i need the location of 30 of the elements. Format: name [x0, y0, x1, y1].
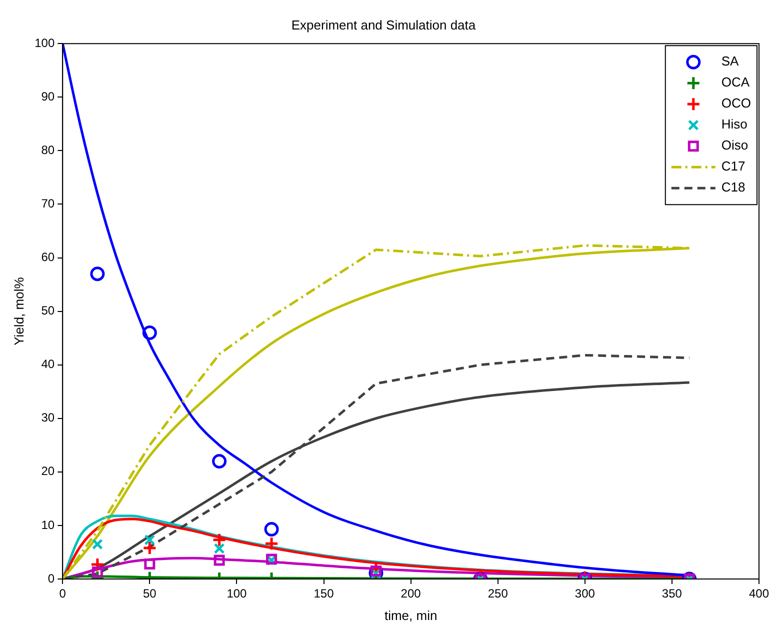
x-tick-label: 0	[59, 586, 66, 601]
y-tick-label: 80	[41, 142, 55, 157]
chart-title: Experiment and Simulation data	[291, 17, 476, 32]
y-tick-label: 50	[41, 304, 55, 318]
y-tick-label: 100	[34, 36, 55, 50]
y-tick-label: 0	[48, 571, 55, 586]
legend-label: C18	[721, 180, 746, 195]
y-tick-label: 40	[41, 357, 55, 372]
legend-label: SA	[721, 54, 740, 69]
x-tick-label: 150	[314, 586, 334, 601]
legend-label: OCA	[721, 74, 750, 90]
legend-label: Hiso	[721, 116, 748, 132]
legend-label: OCO	[721, 96, 752, 111]
y-tick-label: 10	[41, 518, 55, 532]
x-tick-label: 100	[226, 586, 248, 601]
legend-label: C17	[721, 158, 746, 174]
x-tick-label: 50	[142, 586, 157, 601]
legend-label: Oiso	[721, 138, 748, 153]
x-tick-label: 200	[400, 586, 422, 601]
x-tick-label: 250	[488, 586, 508, 601]
y-tick-label: 90	[41, 89, 55, 104]
y-tick-label: 60	[41, 250, 55, 264]
x-tick-label: 300	[574, 586, 596, 601]
y-tick-label: 70	[41, 196, 55, 211]
x-tick-label: 350	[662, 586, 682, 601]
x-tick-label: 400	[748, 586, 770, 601]
y-axis-title: Yield, mol%	[11, 276, 26, 346]
x-axis-title: time, min	[384, 608, 438, 623]
y-tick-label: 20	[41, 464, 55, 478]
y-tick-label: 30	[41, 410, 55, 425]
